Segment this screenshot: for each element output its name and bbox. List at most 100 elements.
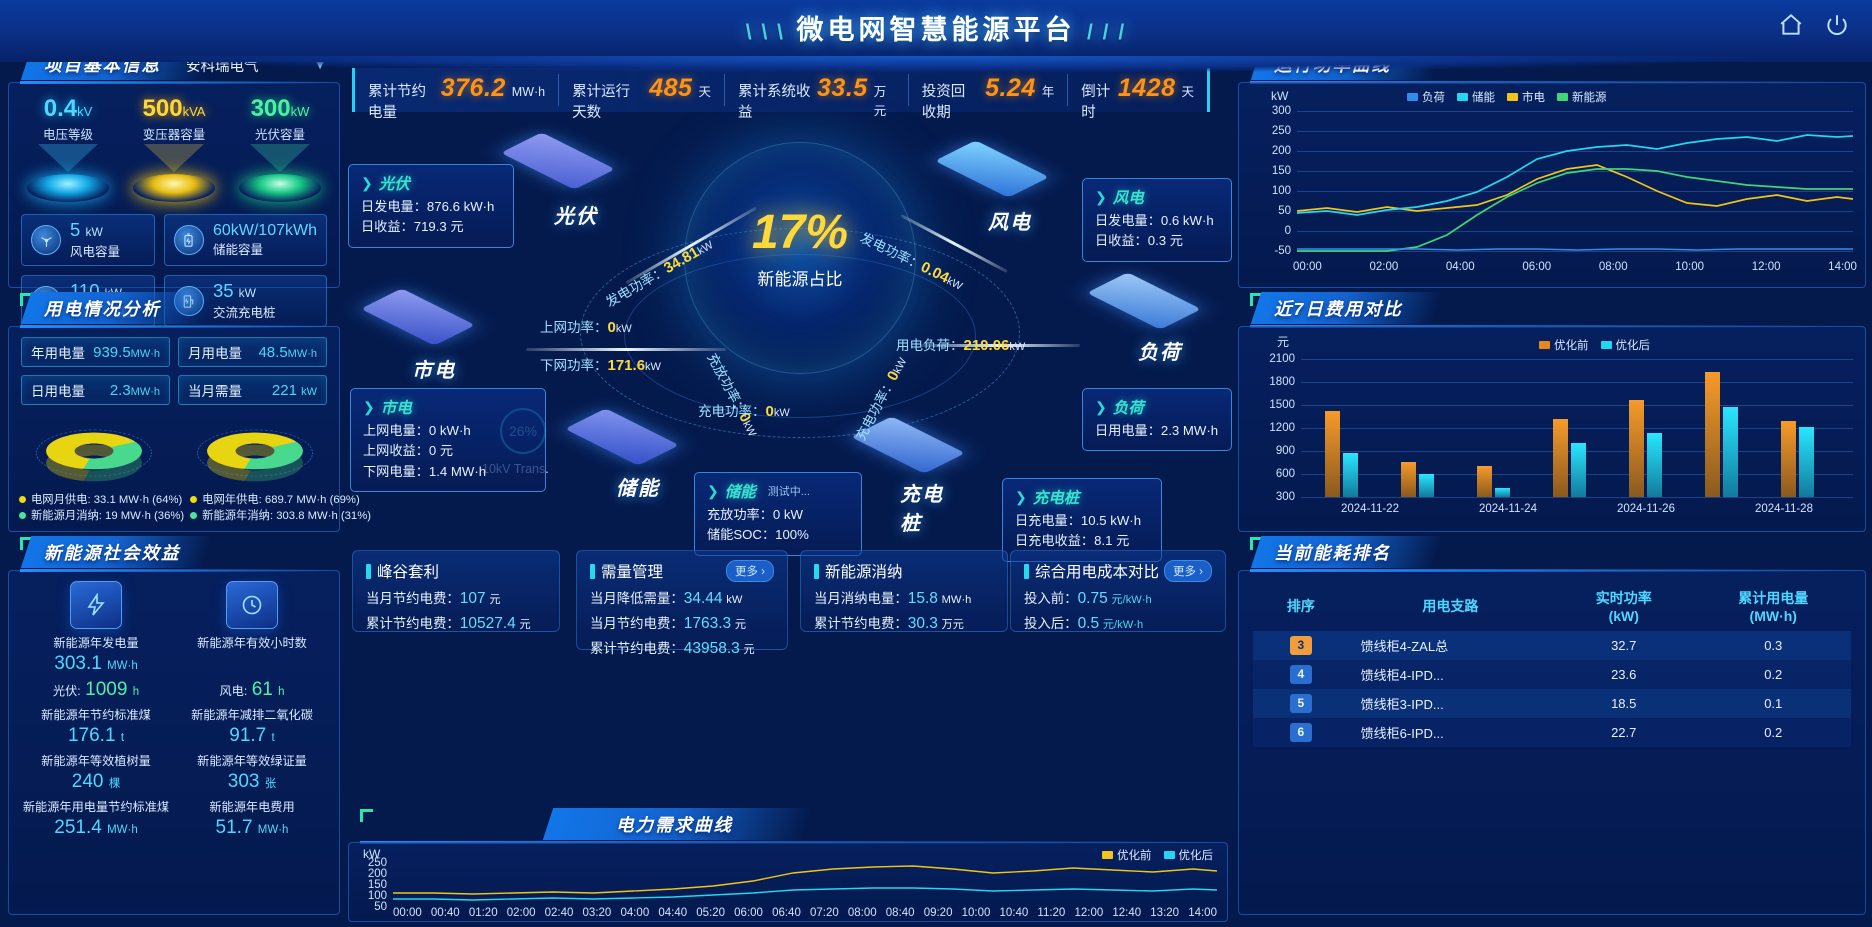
node-pv[interactable]: 光伏: [500, 132, 616, 228]
panel-title: 电力需求曲线: [616, 815, 733, 835]
capacity-pv: 300kW 光伏容量: [228, 95, 332, 202]
legend-item-after[interactable]: 优化后: [1600, 337, 1650, 353]
social-unit: h: [278, 686, 285, 698]
panel-header: 近7日费用对比: [1238, 292, 1866, 328]
legend-item-load[interactable]: 负荷: [1407, 89, 1445, 105]
kpi-label: 累计运行天数: [572, 84, 631, 121]
flow-label: 用电负荷：: [896, 338, 964, 353]
table-row[interactable]: 4 馈线柜4-IPD... 23.6 0.2: [1253, 660, 1851, 689]
y-tick: 2100: [1269, 353, 1295, 365]
arrow-right-icon: ❯: [1095, 398, 1107, 415]
table-row[interactable]: 6 馈线柜6-IPD... 22.7 0.2: [1253, 718, 1851, 747]
row-unit: 元: [734, 618, 747, 631]
panel-usage-analysis: 用电情况分析 年用电量 939.5MW·h 月用电量 48.5MW·h 日用电量…: [8, 292, 371, 532]
statcard-row: 投入后：0.5 元/kW·h: [1024, 612, 1212, 637]
x-tick: 00:40: [430, 907, 460, 919]
row-value: 15.8: [907, 590, 938, 607]
row-key: 当月消纳电量：: [814, 591, 908, 606]
more-button[interactable]: 更多 ›: [1163, 560, 1212, 582]
infobox-title: 风电: [1112, 190, 1144, 207]
node-grid-label: 市电: [412, 360, 456, 382]
node-storage[interactable]: 储能: [564, 408, 680, 500]
x-tick: 02:00: [1369, 261, 1399, 273]
statcard-row: 累计节约电费：43958.3 元: [590, 637, 774, 662]
statcard-row: 累计节约电费：10527.4 元: [366, 612, 546, 637]
x-tick: 08:00: [847, 907, 877, 919]
y-tick: 150: [367, 879, 387, 891]
gridline: [1301, 382, 1853, 383]
capacity-unit: kW: [290, 104, 310, 119]
infobox-load: ❯ 负荷 日用电量：2.3 MW·h: [1082, 388, 1232, 452]
node-wind[interactable]: 风电: [934, 140, 1050, 234]
x-tick: 2024-11-24: [1479, 503, 1537, 515]
social-label: 新能源年等效绿证量: [197, 754, 307, 768]
y-tick: 250: [367, 857, 387, 869]
more-button[interactable]: 更多 ›: [725, 560, 774, 582]
wind-turbine-icon: [31, 225, 61, 255]
panel-project-info: 项目基本信息 安科瑞电气 ▼ 0.4kV 电压等级 500kVA 变压器容量 3…: [8, 48, 340, 327]
legend-swatch: [1457, 93, 1468, 101]
legend-label: 新能源月消纳: 19 MW·h (36%): [31, 510, 185, 522]
y-tick: 150: [1271, 165, 1291, 177]
tile-value: 35: [212, 280, 234, 302]
infobox-line: 日收益：719.3 元: [361, 219, 464, 235]
infobox-line: 上网电量：0 kW·h: [363, 423, 471, 438]
corner-bracket-icon: [1250, 293, 1263, 306]
legend-item-storage[interactable]: 储能: [1457, 89, 1495, 105]
x-tick: 07:20: [809, 907, 839, 919]
panel-title: 用电情况分析: [44, 299, 161, 319]
social-item-coal-saved: 新能源年节约标准煤 176.1 t: [21, 705, 171, 747]
kpi-item: 累计系统收益 33.5 万元: [723, 74, 908, 121]
node-load-plate: [1086, 272, 1202, 330]
legend-item: 电网月供电: 33.1 MW·h (64%): [19, 491, 184, 507]
kpi-label: 倒计时: [1081, 84, 1111, 121]
y-tick: 900: [1275, 445, 1295, 457]
capacity-value: 500: [142, 95, 183, 122]
panel-body: 排序 用电支路 实时功率 (kW) 累计用电量 (MW·h) 3 馈线柜4-ZA…: [1238, 570, 1866, 915]
infobox-title-row: ❯ 风电: [1095, 186, 1219, 208]
panel-title: 近7日费用对比: [1274, 299, 1403, 319]
tile-unit: kW: [238, 286, 256, 301]
row-value: 0.75: [1077, 590, 1108, 607]
legend-label: 新能源年消纳: 303.8 MW·h (31%): [202, 510, 372, 522]
panel-demand-curve: 电力需求曲线 kW 优化前 优化后 250 200 150 100 50 00:…: [348, 808, 1228, 926]
social-grid: 新能源年发电量 303.1 MW·h 新能源年有效小时数 光伏: 1009 h …: [9, 571, 339, 849]
arrow-right-icon: ❯: [707, 482, 719, 499]
table-row[interactable]: 3 馈线柜4-ZAL总 32.7 0.3: [1253, 631, 1851, 660]
social-unit: t: [120, 732, 125, 744]
legend-label: 负荷: [1422, 92, 1445, 104]
kpi-unit: 年: [1041, 85, 1055, 99]
home-icon[interactable]: [1778, 12, 1804, 43]
panel-header: 电力需求曲线: [348, 808, 1228, 844]
node-grid[interactable]: 市电: [360, 288, 476, 382]
social-item-effective-hours: 新能源年有效小时数: [177, 581, 327, 675]
node-charger[interactable]: 充电桩: [850, 416, 966, 535]
flow-import-power: 下网功率：171.6kW: [540, 354, 661, 374]
kpi-value: 485: [649, 74, 693, 102]
legend-item-after[interactable]: 优化后: [1163, 847, 1213, 863]
y-tick: 100: [367, 890, 387, 902]
statcard-demand: 需量管理 更多 › 当月降低需量：34.44 kW 当月节约电费：1763.3 元…: [576, 550, 788, 657]
y-tick: 200: [367, 868, 387, 880]
statcard-peak-valley: 峰谷套利 当月节约电费：107 元 累计节约电费：10527.4 元: [352, 550, 560, 632]
legend-item-renewable[interactable]: 新能源: [1557, 89, 1607, 105]
legend-item-before[interactable]: 优化前: [1539, 337, 1589, 353]
social-unit: h: [132, 686, 140, 698]
node-load[interactable]: 负荷: [1086, 272, 1202, 364]
power-icon[interactable]: [1824, 12, 1850, 43]
legend-item-before[interactable]: 优化前: [1102, 847, 1152, 863]
y-tick: 300: [1271, 105, 1291, 117]
legend-swatch: [1102, 851, 1113, 859]
panel-body: kW 优化前 优化后 250 200 150 100 50 00:00 00:4…: [348, 842, 1228, 922]
table-row[interactable]: 5 馈线柜3-IPD... 18.5 0.1: [1253, 689, 1851, 718]
statcard-row: 当月降低需量：34.44 kW: [590, 587, 774, 612]
y-tick: 0: [1284, 225, 1291, 237]
statcard-header: 峰谷套利: [366, 560, 546, 582]
corner-bracket-icon: [1250, 537, 1263, 550]
infobox-line: 日收益：0.3 元: [1095, 233, 1183, 249]
legend-item-grid[interactable]: 市电: [1507, 89, 1545, 105]
col-energy: 累计用电量 (MW·h): [1696, 581, 1852, 631]
flow-value: 210.06: [963, 337, 1010, 354]
usage-key: 月用电量: [188, 346, 242, 361]
row-key: 当月降低需量：: [590, 591, 684, 606]
